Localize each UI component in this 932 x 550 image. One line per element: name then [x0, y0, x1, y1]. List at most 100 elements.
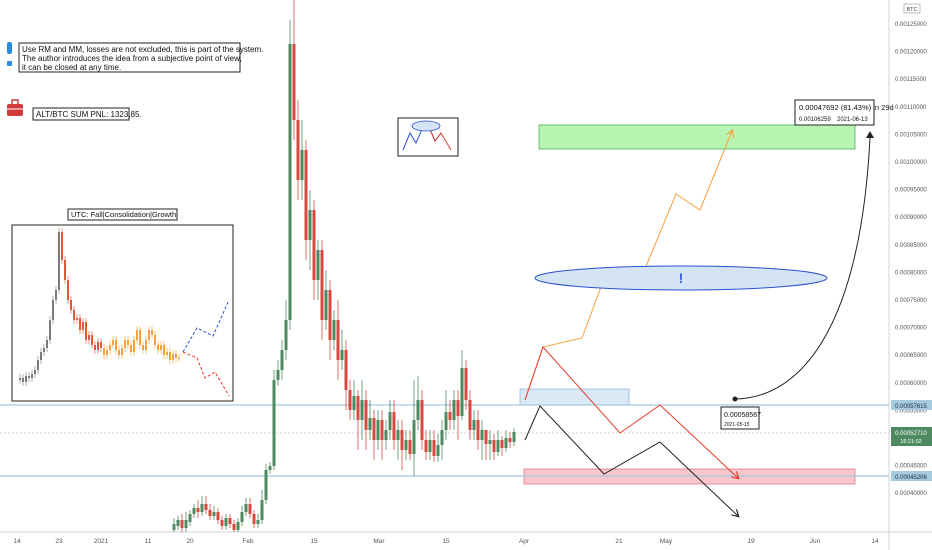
entry-zone[interactable]: [519, 388, 630, 406]
pattern-icon[interactable]: [397, 117, 459, 157]
note-line-2: The author introduces the idea from a su…: [22, 54, 242, 63]
candle-body: [196, 508, 200, 512]
candle-body: [240, 512, 244, 522]
candle-body: [376, 420, 380, 440]
y-tick-label: 0.00075000: [895, 298, 927, 304]
candle-body: [360, 400, 364, 420]
x-tick-label: 15: [442, 538, 450, 545]
candle-body: [204, 504, 208, 510]
y-tick-label: 0.00100000: [895, 160, 927, 166]
inset-candle-body: [76, 318, 78, 320]
range-end-arrow[interactable]: [866, 131, 874, 138]
range-change-text: 0.00047692 (81.43%) in 29d: [799, 103, 894, 112]
candle-body: [216, 512, 220, 520]
candle-body: [408, 440, 412, 454]
inset-candle-body: [130, 345, 132, 352]
time-axis[interactable]: 14 23 2021 11 20 Feb 15 Mar 15 Apr 21 May 19 Jun 14: [13, 538, 879, 545]
resistance-price-tag[interactable]: 0.00057615: [891, 400, 932, 410]
candle-body: [464, 368, 468, 400]
inset-candle-body: [94, 345, 96, 350]
bearish-path[interactable]: [524, 346, 738, 478]
support-price-tag[interactable]: 0.00045206: [891, 471, 932, 481]
inset-candle-body: [139, 330, 141, 345]
candle-body: [200, 504, 204, 512]
candle-body: [288, 44, 292, 320]
candle-body: [424, 440, 428, 452]
inset-candle-body: [151, 330, 153, 335]
candle-body: [236, 522, 240, 530]
candle-body: [304, 150, 308, 240]
inset-candles-group: [19, 228, 180, 386]
inset-candle-body: [133, 340, 135, 352]
candle-body: [312, 210, 316, 280]
candles-group: [172, 0, 516, 532]
inset-candle-body: [112, 340, 114, 345]
inset-candle-body: [160, 345, 162, 350]
candle-body: [472, 420, 476, 430]
inset-candle-body: [118, 350, 120, 355]
range-measure-curve[interactable]: [734, 137, 871, 400]
inset-candle-body: [91, 335, 93, 345]
x-tick-label: 20: [186, 538, 194, 545]
candle-body: [260, 500, 264, 520]
current-price-tag[interactable]: 0.00052710 16:21:02: [891, 427, 932, 446]
inset-candle-body: [40, 352, 42, 360]
inset-candle-body: [154, 335, 156, 345]
inset-candle-body: [64, 260, 66, 280]
candle-body: [176, 520, 180, 526]
candle-body: [420, 400, 424, 440]
x-tick-label: Mar: [373, 538, 385, 545]
candle-body: [300, 150, 304, 180]
breakdown-path[interactable]: [524, 405, 738, 516]
candle-body: [384, 430, 388, 440]
x-tick-label: 14: [871, 538, 879, 545]
range-price-text: 0.00106259: [799, 117, 831, 123]
candle-body: [428, 440, 432, 452]
inset-candle-body: [145, 340, 147, 350]
x-tick-label: Feb: [242, 538, 254, 545]
symbol-badge[interactable]: BTC: [903, 3, 921, 14]
candle-body: [488, 440, 492, 444]
candle-body: [220, 520, 224, 526]
candle-body: [452, 400, 456, 420]
y-tick-label: 0.00085000: [895, 243, 927, 249]
note-box[interactable]: Use RM and MM, losses are not excluded, …: [18, 42, 263, 73]
inset-candle-body: [172, 354, 174, 360]
range-measure-label[interactable]: 0.00047692 (81.43%) in 29d 0.00106259 20…: [794, 99, 894, 126]
svg-text:0.00057615: 0.00057615: [895, 404, 927, 410]
candle-body: [372, 418, 376, 440]
exclamation-icon: [7, 42, 12, 54]
inset-candle-body: [178, 358, 180, 359]
inset-title-text: UTC: Fall|Consolidation|Growth: [71, 210, 176, 219]
candle-body: [348, 390, 352, 410]
candle-body: [344, 350, 348, 390]
x-tick-label: Apr: [519, 538, 530, 545]
target-zone[interactable]: [538, 124, 856, 150]
y-tick-label: 0.00045000: [895, 464, 927, 470]
y-tick-label: 0.00095000: [895, 188, 927, 194]
focus-ellipse[interactable]: [534, 265, 828, 291]
candle-body: [480, 430, 484, 440]
candle-body: [248, 504, 252, 514]
pnl-label[interactable]: ALT/BTC SUM PNL: 1323,85.: [32, 107, 142, 121]
range-date-text: 2021-06-13: [837, 117, 868, 123]
price-axis[interactable]: 0.000400000.000450000.000500000.00055000…: [895, 22, 927, 497]
candle-body: [316, 250, 320, 280]
candle-body: [368, 418, 372, 430]
entry-date-text: 2021-05-15: [724, 422, 750, 428]
entry-point-label[interactable]: 0.00058567 2021-05-15: [720, 406, 761, 430]
inset-candle-body: [88, 335, 90, 340]
inset-candle-body: [115, 340, 117, 350]
inset-candle-body: [121, 348, 123, 355]
candle-body: [448, 412, 452, 420]
candle-body: [496, 440, 500, 452]
candle-body: [228, 518, 232, 524]
range-start-point[interactable]: [732, 396, 738, 402]
inset-candle-body: [49, 320, 51, 340]
candle-body: [332, 320, 336, 340]
candle-body: [352, 396, 356, 410]
inset-up-scenario: [182, 299, 230, 353]
candle-body: [440, 430, 444, 445]
inset-chart[interactable]: [11, 224, 234, 402]
